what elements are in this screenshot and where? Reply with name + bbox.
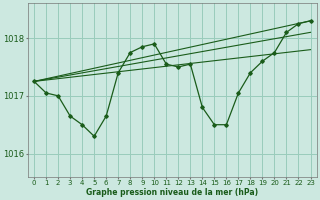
X-axis label: Graphe pression niveau de la mer (hPa): Graphe pression niveau de la mer (hPa)	[86, 188, 258, 197]
